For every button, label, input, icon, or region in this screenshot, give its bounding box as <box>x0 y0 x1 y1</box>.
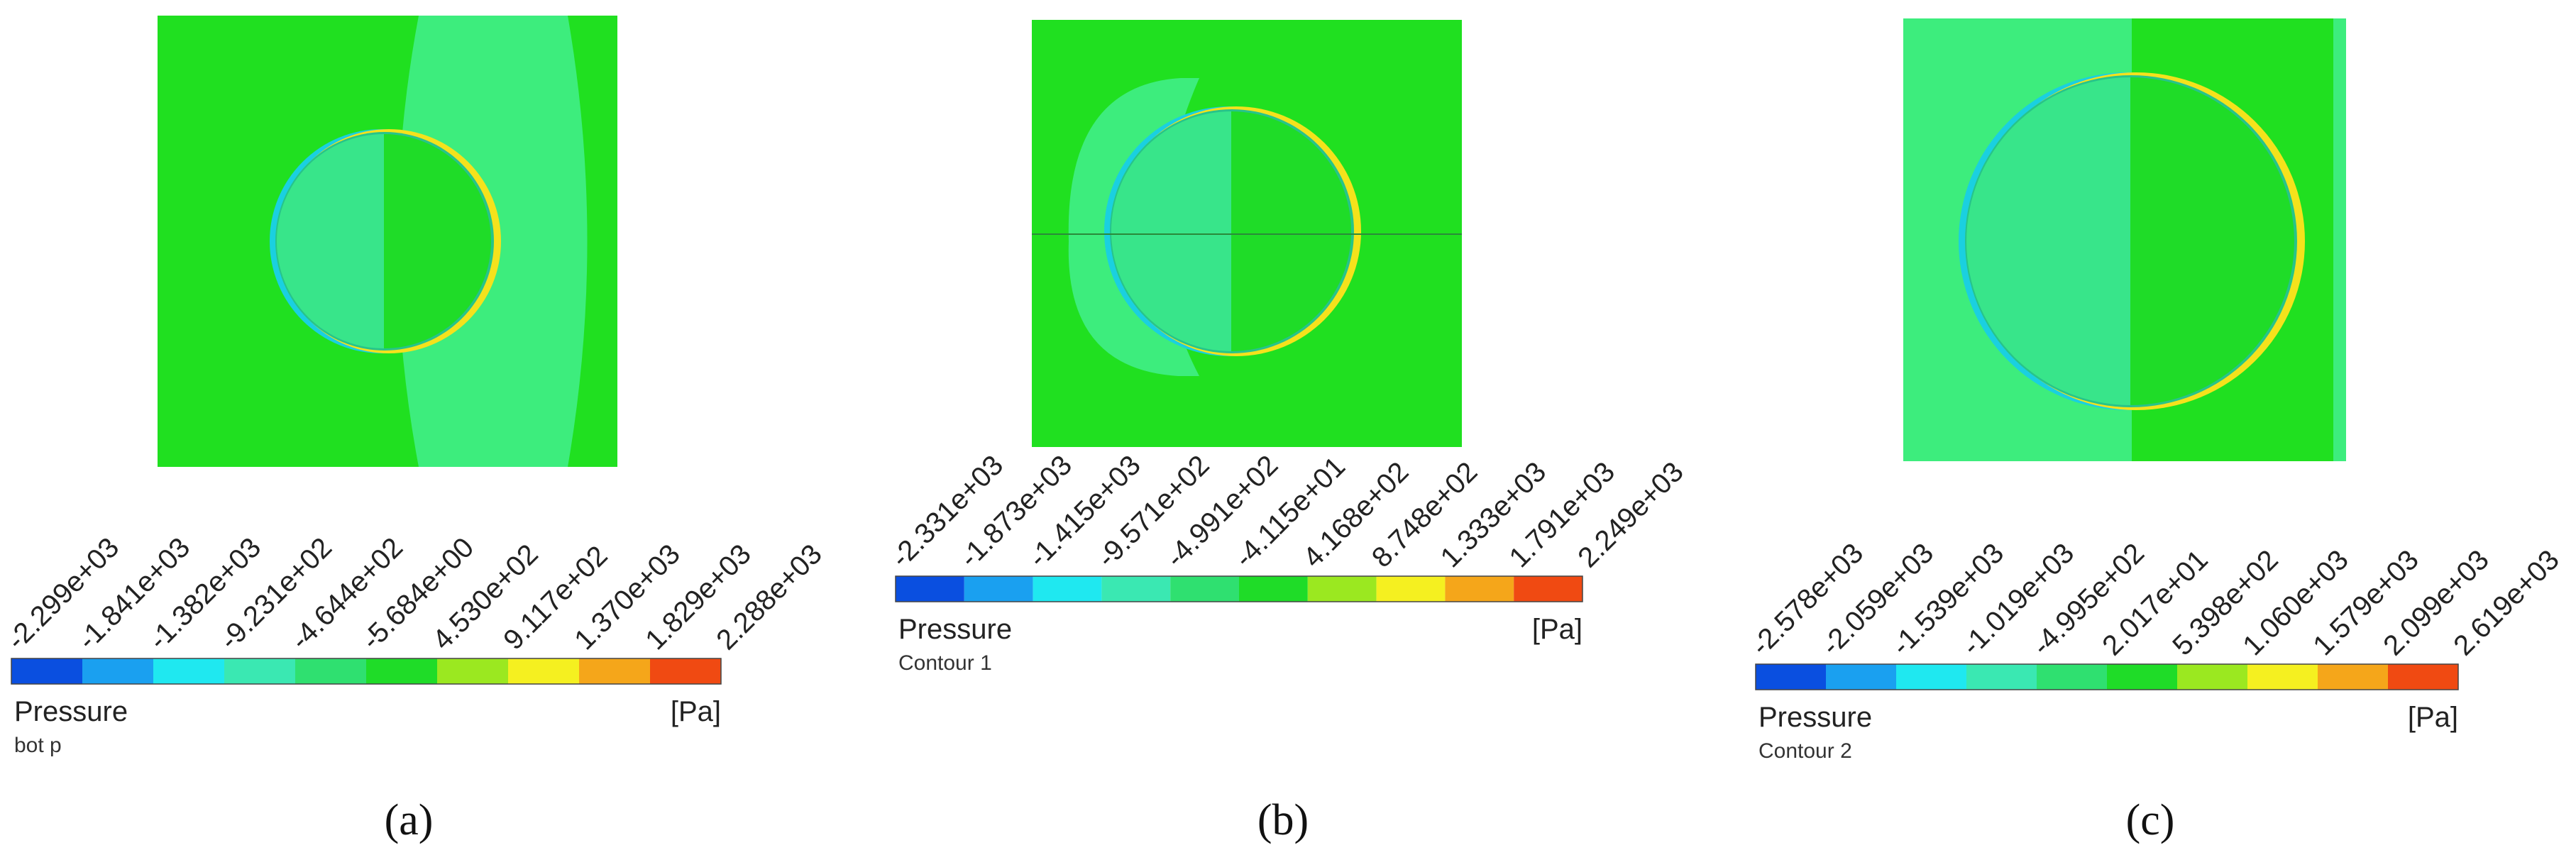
colorbar-swatch-2 <box>82 658 153 684</box>
legend-subtitle: Contour 2 <box>1758 739 1852 763</box>
contour-plot-c <box>1903 18 2346 461</box>
colorbar-swatch-10 <box>650 658 721 684</box>
legend-unit: [Pa] <box>1532 614 1583 645</box>
colorbar-swatches <box>11 658 721 684</box>
colorbar-swatch-7 <box>437 658 508 684</box>
legend-unit: [Pa] <box>2408 702 2458 733</box>
panel-caption-c: (c) <box>2126 796 2175 844</box>
colorbar-swatch-9 <box>1445 576 1514 602</box>
colorbar-swatch-1 <box>1756 664 1826 690</box>
legend-unit: [Pa] <box>671 696 721 727</box>
colorbar-frame <box>1755 663 2459 690</box>
colorbar-swatch-8 <box>2247 664 2318 690</box>
legend-quantity: Pressure <box>14 696 128 727</box>
contour-plot-b <box>1032 20 1462 447</box>
colorbar-swatches <box>1756 664 2458 690</box>
colorbar-swatch-3 <box>1033 576 1102 602</box>
colorbar-b: -2.331e+03 -1.873e+03 -1.415e+03 -9.571e… <box>885 449 1690 675</box>
colorbar-swatch-3 <box>1896 664 1966 690</box>
cylinder-left-half <box>1111 111 1231 351</box>
colorbar-swatch-8 <box>1376 576 1446 602</box>
colorbar-swatch-3 <box>153 658 224 684</box>
panel-caption-a: (a) <box>385 796 434 844</box>
colorbar-ticks: -2.578e+03 -2.059e+03 -1.539e+03 -1.019e… <box>1745 537 2565 661</box>
colorbar-swatch-6 <box>2107 664 2177 690</box>
colorbar-swatch-6 <box>1239 576 1308 602</box>
legend-subtitle: bot p <box>14 734 62 757</box>
colorbar-swatch-2 <box>964 576 1033 602</box>
colorbar-swatch-4 <box>1101 576 1171 602</box>
contour-plot-a <box>158 16 617 467</box>
colorbar-swatch-9 <box>2318 664 2388 690</box>
colorbar-swatch-4 <box>224 658 295 684</box>
colorbar-swatch-10 <box>2388 664 2458 690</box>
colorbar-a: -2.299e+03 -1.841e+03 -1.382e+03 -9.231e… <box>1 531 828 757</box>
colorbar-swatch-2 <box>1826 664 1896 690</box>
colorbar-swatch-4 <box>1966 664 2037 690</box>
cylinder-left-half <box>277 134 384 348</box>
cylinder-right-half <box>384 134 491 348</box>
colorbar-swatch-5 <box>1170 576 1239 602</box>
legend-quantity: Pressure <box>898 614 1012 645</box>
panel-b: -2.331e+03 -1.873e+03 -1.415e+03 -9.571e… <box>885 20 1690 844</box>
colorbar-swatches <box>896 576 1583 602</box>
colorbar-c: -2.578e+03 -2.059e+03 -1.539e+03 -1.019e… <box>1745 537 2565 763</box>
colorbar-swatch-1 <box>896 576 964 602</box>
colorbar-ticks: -2.299e+03 -1.841e+03 -1.382e+03 -9.231e… <box>1 531 828 656</box>
colorbar-swatch-1 <box>11 658 82 684</box>
colorbar-ticks: -2.331e+03 -1.873e+03 -1.415e+03 -9.571e… <box>885 449 1690 573</box>
legend-subtitle: Contour 1 <box>898 651 992 675</box>
legend-quantity: Pressure <box>1758 702 1872 733</box>
cylinder-right-half <box>2130 77 2294 405</box>
cylinder-left-half <box>1966 77 2130 405</box>
colorbar-frame <box>11 658 722 685</box>
colorbar-swatch-6 <box>366 658 437 684</box>
colorbar-swatch-8 <box>508 658 579 684</box>
panel-a: -2.299e+03 -1.841e+03 -1.382e+03 -9.231e… <box>1 16 828 844</box>
colorbar-swatch-5 <box>2037 664 2107 690</box>
panel-caption-b: (b) <box>1257 796 1309 844</box>
cylinder-right-half <box>1231 111 1351 351</box>
panel-c: -2.578e+03 -2.059e+03 -1.539e+03 -1.019e… <box>1745 18 2565 844</box>
colorbar-swatch-7 <box>2177 664 2247 690</box>
colorbar-swatch-5 <box>295 658 366 684</box>
outlet-edge-strip <box>2333 18 2346 461</box>
colorbar-frame <box>895 575 1583 602</box>
colorbar-swatch-9 <box>579 658 650 684</box>
colorbar-swatch-7 <box>1307 576 1377 602</box>
colorbar-swatch-10 <box>1514 576 1583 602</box>
